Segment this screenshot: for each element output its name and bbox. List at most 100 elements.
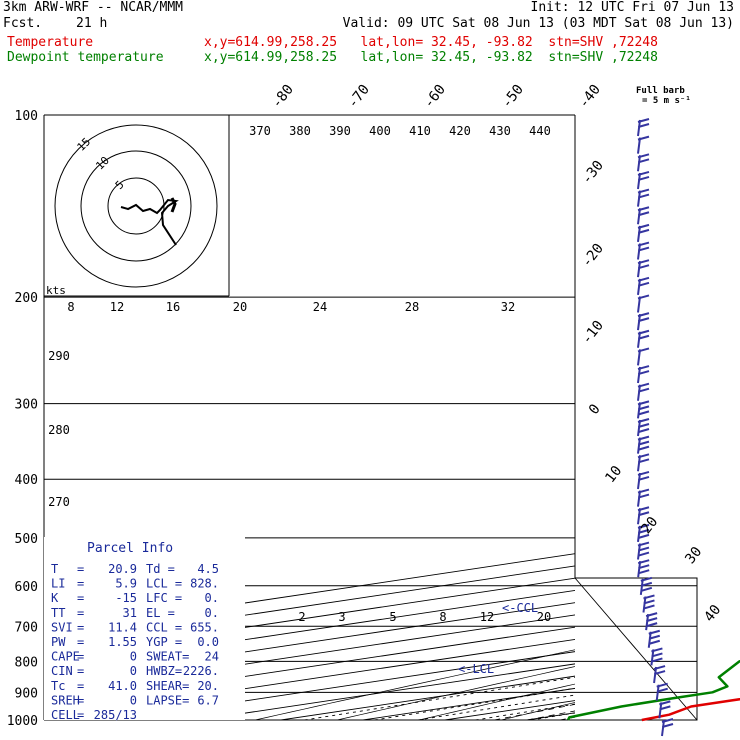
wind-barb <box>637 382 650 401</box>
upper-scale-label: 12 <box>110 300 124 314</box>
parcel-field: = <box>77 635 84 649</box>
hodograph-units: kts <box>46 284 66 297</box>
parcel-field: 20. <box>197 679 219 693</box>
wind-barb <box>637 329 650 348</box>
pressure-label: 600 <box>15 580 38 595</box>
theta-label: 400 <box>369 124 391 138</box>
mixing-ratio-label: 5 <box>389 610 396 624</box>
wind-barb <box>637 347 650 366</box>
mixing-ratio-line <box>417 694 575 720</box>
wind-barb <box>655 682 668 701</box>
hodograph-ring <box>80 150 192 262</box>
wind-barb <box>637 294 650 313</box>
wind-barb <box>653 665 666 684</box>
wind-barb <box>637 523 650 543</box>
parcel-field: = <box>77 650 84 664</box>
hodograph-trace <box>120 198 179 246</box>
parcel-field: = <box>77 562 84 576</box>
dry-adiabat <box>253 649 575 720</box>
mixing-ratio-label: 20 <box>537 610 551 624</box>
parcel-field: Td = <box>146 562 175 576</box>
wind-barbs <box>637 118 674 737</box>
parcel-field: 6.7 <box>197 693 219 707</box>
wind-barb <box>637 453 650 472</box>
parcel-field: 24 <box>205 650 219 664</box>
parcel-field: CIN <box>51 664 73 678</box>
dry-adiabat <box>614 115 740 733</box>
isotherm-label: -20 <box>579 241 607 271</box>
parcel-field: 0 <box>130 650 137 664</box>
parcel-field: T <box>51 562 58 576</box>
mixing-ratio-label: 8 <box>439 610 446 624</box>
wind-barb <box>637 418 650 437</box>
wind-barb <box>637 312 650 331</box>
parcel-field: SREH <box>51 693 80 707</box>
wind-barb <box>639 576 653 595</box>
pressure-label: 100 <box>15 109 38 124</box>
theta-label: 380 <box>289 124 311 138</box>
temperature-legend: Temperature <box>7 35 94 50</box>
parcel-field: 655. <box>190 620 219 634</box>
parcel-field: 20.9 <box>108 562 137 576</box>
parcel-field: 11.4 <box>108 620 137 634</box>
theta-label: 270 <box>48 495 70 509</box>
parcel-field: SHEAR= <box>146 679 189 693</box>
moist-adiabat <box>526 710 575 720</box>
wind-barb <box>637 488 650 507</box>
wind-barb <box>637 559 650 578</box>
isotherm <box>691 115 740 720</box>
parcel-field: PW <box>51 635 66 649</box>
moist-adiabat <box>658 297 740 720</box>
moist-adiabat <box>494 703 575 720</box>
parcel-field: LFC = <box>146 591 182 605</box>
parcel-field: = <box>77 664 84 678</box>
dry-adiabat <box>697 115 740 733</box>
pressure-label: 500 <box>15 532 38 547</box>
parcel-field: CAPE <box>51 650 80 664</box>
theta-label: 390 <box>329 124 351 138</box>
isotherm-label: 20 <box>638 514 661 537</box>
moist-adiabat <box>559 716 575 720</box>
wind-barb <box>637 470 650 490</box>
frame-extension <box>44 577 698 721</box>
temperature-location: x,y=614.99,258.25 lat,lon= 32.45, -93.82… <box>204 35 658 50</box>
upper-scale-label: 8 <box>67 300 74 314</box>
parcel-field: 1.55 <box>108 635 137 649</box>
wind-barb <box>637 506 650 525</box>
parcel-field: YGP = <box>146 635 182 649</box>
barb-scale-line1: Full barb <box>636 86 685 96</box>
pressure-label: 800 <box>15 655 38 670</box>
isotherm <box>444 700 575 720</box>
parcel-field: -15 <box>115 591 137 605</box>
isotherm-label: -50 <box>499 82 527 112</box>
parcel-field: K <box>51 591 59 605</box>
parcel-field: 4.5 <box>197 562 219 576</box>
dry-adiabat <box>499 702 575 720</box>
wind-barb <box>637 170 650 190</box>
wind-barb <box>637 365 650 384</box>
isotherm <box>44 577 575 658</box>
forecast-label: Fcst. <box>3 16 43 31</box>
parcel-field: 31 <box>123 606 137 620</box>
isotherm-label: -30 <box>579 158 607 188</box>
mixing-ratio-line <box>374 687 575 720</box>
isotherm-label: 30 <box>682 544 705 567</box>
barb-scale-line2: = 5 m s⁻¹ <box>642 96 691 106</box>
upper-scale-label: 32 <box>501 300 515 314</box>
isotherm-label: -40 <box>576 82 604 112</box>
parcel-field: Tc <box>51 679 65 693</box>
profile-lines <box>566 659 740 722</box>
wind-barb <box>642 594 655 613</box>
parcel-field: 0.0 <box>197 635 219 649</box>
parcel-field: LAPSE= <box>146 693 189 707</box>
parcel-field: LI <box>51 577 65 591</box>
parcel-info-panel: Parcel Info T = 20.9 Td = 4.5 LI = 5.9 LCL = 828.… <box>44 537 245 722</box>
parcel-field: 2226. <box>183 664 219 678</box>
dry-adiabat <box>335 666 575 720</box>
upper-scale-label: 16 <box>166 300 180 314</box>
moist-adiabat <box>593 297 740 720</box>
wind-barb <box>637 400 650 419</box>
init-time: Init: 12 UTC Fri 07 Jun 13 <box>530 0 735 15</box>
upper-scale-label: 24 <box>313 300 327 314</box>
